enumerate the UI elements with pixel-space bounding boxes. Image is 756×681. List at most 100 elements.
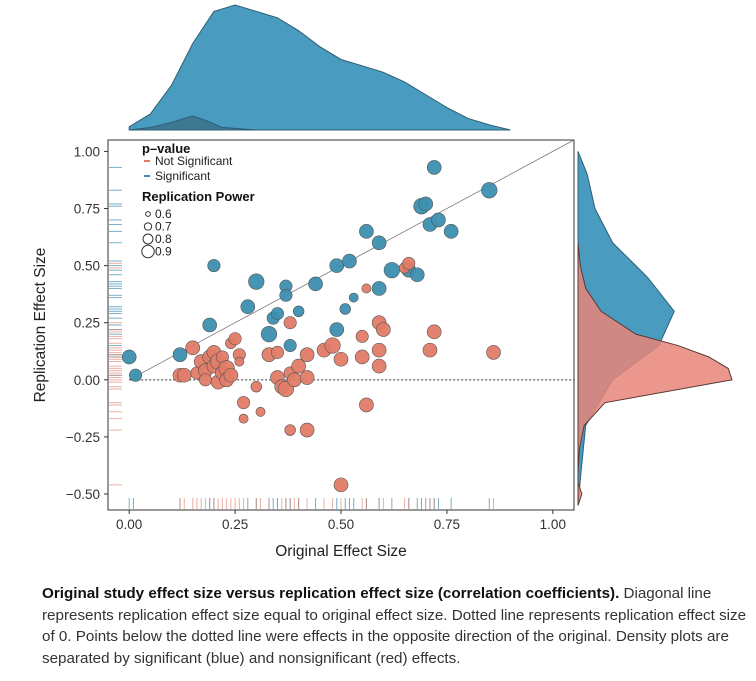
point-significant [426,160,442,175]
right-density-plot [577,151,733,506]
legend-pvalue-title: p–value [142,141,190,156]
point-significant [329,258,345,273]
x-tick-label: 1.00 [540,517,566,532]
point-not-significant [299,422,315,438]
x-tick-label: 0.75 [434,517,460,532]
point-significant [409,267,425,283]
point-not-significant [223,367,239,383]
point-not-significant [237,396,251,410]
point-not-significant [234,356,245,367]
x-axis-label: Original Effect Size [275,543,407,560]
rug-marks [109,166,495,509]
caption-title: Original study effect size versus replic… [42,585,620,602]
point-not-significant [354,349,370,365]
point-not-significant [426,324,442,340]
point-significant [240,299,256,315]
y-tick-label: −0.25 [66,430,100,445]
point-significant [121,349,137,365]
legend-power-circle [143,222,153,231]
legend-significant-label: Significant [155,169,211,183]
right-density-not-significant [577,242,733,506]
point-not-significant [359,397,374,413]
point-not-significant [371,342,387,358]
y-tick-label: −0.50 [66,487,100,502]
point-not-significant [422,342,438,358]
point-not-significant [284,424,296,436]
point-not-significant [361,283,372,294]
legend: p–value Not Significant Significant Repl… [141,141,255,259]
point-not-significant [299,347,315,362]
point-not-significant [185,340,201,356]
point-significant [342,253,357,269]
point-significant [248,273,265,290]
point-significant [308,276,323,292]
point-significant [279,288,293,302]
legend-power-label: 0.6 [155,207,172,221]
point-significant [371,235,387,251]
point-significant [359,224,374,239]
point-not-significant [355,329,369,343]
legend-power-circle [145,211,151,217]
y-tick-label: 1.00 [74,144,100,159]
point-significant [329,322,345,337]
point-significant [371,281,387,296]
caption-text: Diagonal line represents replication eff… [42,585,747,667]
data-points [121,160,501,493]
point-not-significant [270,345,284,359]
point-not-significant [324,337,341,354]
y-axis-label: Replication Effect Size [32,248,49,403]
top-density-plot [128,4,511,131]
legend-power-circle [142,233,154,245]
point-not-significant [176,367,192,383]
point-significant [431,212,446,228]
point-not-significant [333,351,349,367]
legend-power-label: 0.7 [155,220,172,234]
point-significant [481,182,498,199]
axes: 0.00 0.25 0.50 0.75 1.00 1.00 0.75 0.50 0.25 0.00… [32,144,566,560]
point-significant [129,368,143,382]
y-tick-label: 0.00 [74,373,100,388]
point-significant [339,303,351,315]
point-significant [348,292,359,303]
point-significant [172,347,188,362]
point-not-significant [250,380,262,393]
point-not-significant [376,322,391,337]
point-significant [418,196,434,212]
point-not-significant [198,373,212,387]
point-not-significant [255,406,266,417]
x-tick-label: 0.25 [222,517,248,532]
legend-power-label: 0.8 [155,232,172,246]
point-significant [292,305,305,317]
point-not-significant [299,370,315,385]
point-significant [270,307,284,321]
legend-power-title: Replication Power [142,189,255,204]
point-not-significant [402,256,416,270]
legend-power-circle [141,244,155,259]
x-tick-label: 0.00 [116,517,142,532]
legend-not-significant-label: Not Significant [155,154,233,168]
y-tick-label: 0.50 [74,259,100,274]
figure-caption: Original study effect size versus replic… [42,583,748,669]
point-significant [443,224,459,239]
point-not-significant [287,372,302,388]
point-not-significant [238,413,249,424]
legend-power-items: 0.60.70.80.9 [141,207,172,259]
point-not-significant [291,358,306,374]
legend-power-label: 0.9 [155,245,172,259]
point-not-significant [333,477,349,493]
y-tick-label: 0.25 [74,316,100,331]
point-not-significant [486,345,501,360]
top-density-not-significant [129,115,257,131]
point-not-significant [228,332,242,346]
point-significant [383,262,400,279]
point-significant [260,326,278,343]
top-density-significant [128,4,511,131]
y-tick-label: 0.75 [74,202,100,217]
point-significant [283,339,297,353]
x-tick-label: 0.50 [328,517,354,532]
point-not-significant [283,316,297,330]
point-significant [202,317,217,333]
point-significant [207,259,221,273]
